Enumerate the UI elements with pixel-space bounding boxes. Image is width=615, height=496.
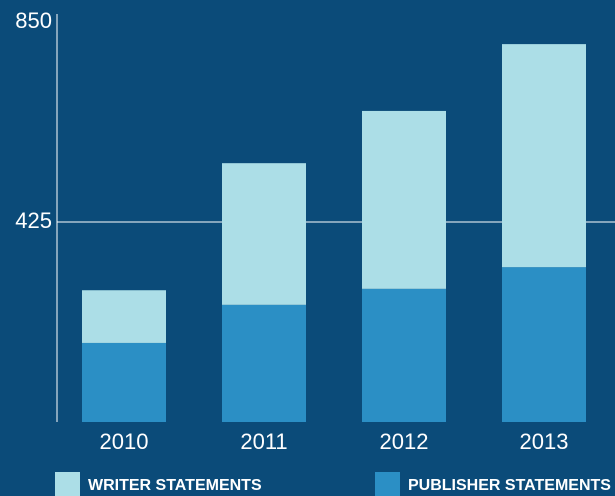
- bar-segment: [82, 290, 166, 343]
- bar-segment: [222, 304, 306, 422]
- bar-segment: [82, 342, 166, 422]
- legend-swatch: [375, 472, 400, 496]
- x-tick-label: 2011: [240, 429, 287, 454]
- legend-swatch: [55, 472, 80, 496]
- x-tick-label: 2012: [380, 429, 429, 454]
- legend-label: PUBLISHER STATEMENTS: [408, 477, 611, 494]
- bar-segment: [502, 44, 586, 268]
- x-tick-label: 2010: [100, 429, 149, 454]
- bar-segment: [362, 110, 446, 289]
- x-tick-label: 2013: [520, 429, 569, 454]
- bar-segment: [222, 163, 306, 305]
- bar-segment: [362, 288, 446, 422]
- legend-label: WRITER STATEMENTS: [88, 477, 262, 494]
- y-tick-label: 425: [15, 208, 52, 233]
- y-tick-label: 850: [15, 8, 52, 33]
- bar-segment: [502, 267, 586, 422]
